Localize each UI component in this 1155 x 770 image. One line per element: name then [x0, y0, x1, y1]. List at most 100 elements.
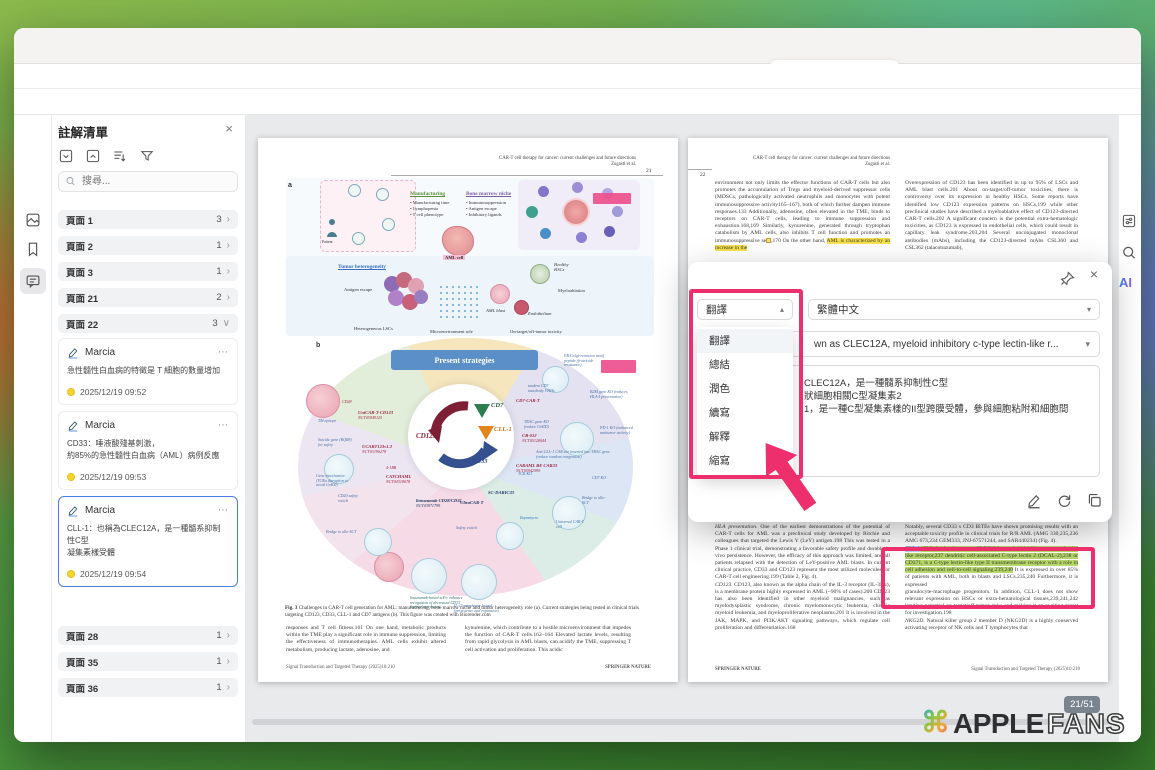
- page-group-row[interactable]: 頁面 35 1 ›: [58, 652, 238, 671]
- annotation-count: 1: [216, 240, 222, 251]
- annotation-search-box[interactable]: [58, 171, 238, 192]
- page-number: 22: [700, 172, 706, 178]
- bookmarks-panel-icon[interactable]: [24, 240, 42, 258]
- dropdown-menu-item[interactable]: 總結: [709, 359, 730, 371]
- sort-list-icon[interactable]: [112, 148, 128, 169]
- dropdown-menu-item[interactable]: 縮寫: [709, 455, 730, 467]
- fig-note: tandem CD7 nanobody VHHs: [528, 383, 555, 393]
- page-group-row[interactable]: 頁面 1 3 ›: [58, 210, 238, 229]
- pink-rectangle-annotation[interactable]: [881, 547, 1095, 609]
- fig-note: PD-1 KO (enhanced antitumor activity): [600, 425, 633, 435]
- pink-highlight-mark[interactable]: [593, 193, 631, 204]
- chevron-icon[interactable]: ›: [226, 240, 230, 251]
- car-t-cell: [560, 422, 594, 456]
- page-footer-right: Signal Transduction and Targeted Therapy…: [971, 667, 1080, 672]
- search-panel-icon[interactable]: [1121, 245, 1137, 261]
- strategy-label: UCART123v1.2 NCT03190278: [362, 444, 392, 454]
- page-group-row[interactable]: 頁面 3 1 ›: [58, 262, 238, 281]
- fig-note: CD7 KO: [592, 475, 607, 480]
- applefans-watermark: ⌘ APPLE FANS: [921, 707, 1126, 739]
- watermark-apple-text: APPLE: [953, 707, 1044, 739]
- cell-blob: [374, 552, 404, 582]
- regenerate-icon[interactable]: [1056, 492, 1073, 514]
- dropdown-menu-item[interactable]: 續寫: [709, 407, 730, 419]
- strategy-label: lintuzumab CD28/CD3ζ NCT03971799: [416, 498, 462, 508]
- car-t-cell: [496, 522, 524, 550]
- body-column-2: Overexpression of CD123 has been identif…: [905, 180, 1078, 251]
- language-value: 繁體中文: [817, 304, 859, 316]
- page-group-label: 頁面 1: [66, 215, 93, 227]
- search-input[interactable]: [80, 175, 231, 188]
- filter-icon[interactable]: [139, 148, 155, 169]
- niche-bullets: • Immunosuppression • Antigen escape • I…: [466, 200, 507, 218]
- ligand-node: [604, 226, 615, 237]
- header-rule: [391, 175, 663, 176]
- loop-step-icon: [352, 232, 365, 245]
- annotation-count: 1: [216, 630, 222, 641]
- highlight-color-dot: [67, 473, 75, 481]
- micro-role-label: Microenvironment role: [430, 329, 473, 334]
- healthy-hsc-cell: [530, 264, 550, 284]
- card-menu-icon[interactable]: ⋯: [218, 505, 229, 516]
- page-group-label: 頁面 21: [66, 293, 99, 305]
- aml-blast-label: AML blast: [486, 308, 506, 313]
- ai-panel-button[interactable]: AI: [1119, 275, 1132, 290]
- page-group-row[interactable]: 頁面 21 2 ›: [58, 288, 238, 307]
- inline-note-icon[interactable]: [766, 237, 772, 243]
- fig-note: TM epitope: [318, 418, 337, 423]
- horizontal-scrollbar[interactable]: [252, 719, 1110, 725]
- annotation-card[interactable]: Marcia ⋯ CLL-1：也稱為CLEC12A，是一種髓系抑制 性C型 凝集…: [58, 496, 238, 587]
- annotation-author: Marcia: [85, 347, 116, 358]
- window-tab-bar: P ↶ ↷ ▾ BC 2007_copy.pdf * 07_選修化學上..._c…: [14, 28, 1141, 92]
- dropdown-menu-item[interactable]: 翻譯: [697, 329, 793, 353]
- source-text-preview: wn as CLEC12A, myeloid inhibitory c-type…: [814, 339, 1059, 350]
- chevron-icon[interactable]: ›: [226, 656, 230, 667]
- strategy-label: UltraCAR-T: [460, 500, 484, 505]
- annotations-panel-icon[interactable]: [24, 272, 42, 290]
- loop-step-icon: [382, 218, 395, 231]
- chevron-icon[interactable]: ∨: [222, 318, 230, 329]
- page-group-row[interactable]: 頁面 36 1 ›: [58, 678, 238, 697]
- close-popup-icon[interactable]: ×: [1089, 266, 1098, 282]
- collapse-all-icon[interactable]: [58, 148, 74, 169]
- fig-note: 4-1BB: [386, 465, 397, 470]
- panel-title: 註解清單: [58, 126, 109, 140]
- chevron-icon[interactable]: ›: [226, 292, 230, 303]
- annotation-card[interactable]: Marcia ⋯ CD33：唾液酸殘基刺激， 約85%的急性髓性白血病（AML）…: [58, 411, 238, 490]
- pin-icon[interactable]: [1059, 270, 1076, 292]
- strategy-label: CARAML BE CAR33 NCT05942599: [516, 463, 558, 473]
- ai-mode-select[interactable]: 翻譯 ▴: [697, 299, 793, 320]
- card-menu-icon[interactable]: ⋯: [218, 347, 229, 358]
- close-panel-icon[interactable]: ×: [225, 121, 233, 136]
- properties-panel-icon[interactable]: [1121, 213, 1137, 229]
- card-menu-icon[interactable]: ⋯: [218, 420, 229, 431]
- dropdown-menu-item[interactable]: 解釋: [709, 431, 730, 443]
- endothelium-label: Endothelium: [528, 311, 552, 316]
- aml-cell-label: AML cell: [443, 255, 466, 260]
- page-group-row[interactable]: 頁面 22 3 ∨: [58, 314, 238, 333]
- chevron-icon[interactable]: ›: [226, 266, 230, 277]
- dropdown-menu-item[interactable]: 潤色: [709, 383, 730, 395]
- pink-arrow-annotation[interactable]: [748, 430, 829, 519]
- language-select[interactable]: 繁體中文 ▾: [808, 299, 1100, 320]
- page-group-row[interactable]: 頁面 28 1 ›: [58, 626, 238, 645]
- result-line: 1，是一種C型凝集素樣的II型跨膜受體，參與細胞粘附和細胞間: [804, 404, 1069, 415]
- expand-all-icon[interactable]: [85, 148, 101, 169]
- annotation-card[interactable]: Marcia ⋯ 急性髓性白血病的特徵是 T 細胞的數量增加 2025/12/1…: [58, 338, 238, 405]
- page-group-label: 頁面 22: [66, 319, 99, 331]
- annotation-text: CLL-1：也稱為CLEC12A，是一種髓系抑制 性C型 凝集素樣受體: [67, 524, 221, 557]
- chevron-icon[interactable]: ›: [226, 630, 230, 641]
- highlight-result-icon[interactable]: [1026, 492, 1043, 514]
- thumbnails-panel-icon[interactable]: [24, 211, 42, 229]
- pink-highlight-mark[interactable]: [601, 360, 636, 373]
- chevron-icon[interactable]: ›: [226, 214, 230, 225]
- chevron-icon[interactable]: ›: [226, 682, 230, 693]
- fig-note: Universal CAR-T cell: [556, 519, 584, 529]
- page-group-row[interactable]: 頁面 2 1 ›: [58, 236, 238, 255]
- figure-panel-a: Patient Manufacturing • Manufacturing ti…: [286, 178, 654, 336]
- pdf-app-window: P ↶ ↷ ▾ BC 2007_copy.pdf * 07_選修化學上..._c…: [14, 28, 1141, 742]
- pink-rectangle-annotation[interactable]: [689, 289, 803, 479]
- fig-note: CD28: [342, 399, 352, 404]
- secondary-toolbar: 文件 96.60% ▾ 首頁註解編輯轉換頁面保護表單工具 共享: [14, 64, 1141, 125]
- copy-icon[interactable]: [1086, 492, 1103, 514]
